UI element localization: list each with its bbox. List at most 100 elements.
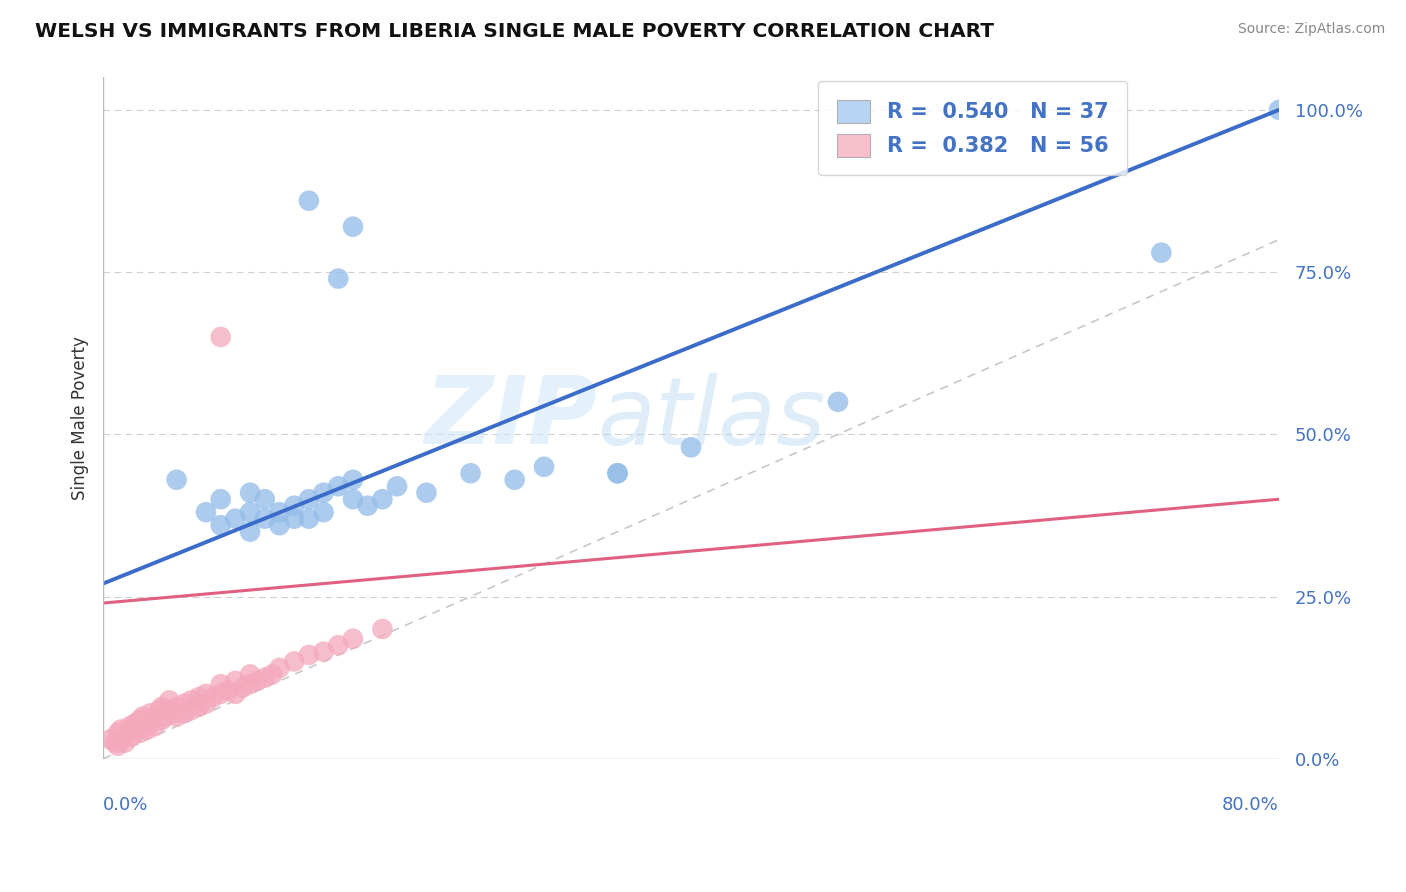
- Legend: R =  0.540   N = 37, R =  0.382   N = 56: R = 0.540 N = 37, R = 0.382 N = 56: [818, 81, 1128, 176]
- Point: [209, 492, 232, 507]
- Point: [107, 726, 129, 740]
- Point: [180, 693, 202, 707]
- Point: [195, 505, 218, 519]
- Point: [606, 467, 628, 481]
- Point: [157, 703, 180, 717]
- Text: 80.0%: 80.0%: [1222, 797, 1279, 814]
- Point: [239, 667, 262, 681]
- Point: [153, 709, 176, 723]
- Point: [187, 690, 209, 705]
- Point: [166, 709, 188, 723]
- Point: [342, 632, 364, 646]
- Point: [121, 729, 143, 743]
- Point: [239, 677, 262, 691]
- Point: [110, 723, 132, 737]
- Y-axis label: Single Male Poverty: Single Male Poverty: [72, 336, 89, 500]
- Point: [209, 687, 232, 701]
- Point: [246, 673, 269, 688]
- Point: [114, 729, 136, 743]
- Point: [195, 697, 218, 711]
- Point: [107, 739, 129, 753]
- Point: [312, 485, 335, 500]
- Point: [166, 699, 188, 714]
- Point: [132, 709, 155, 723]
- Point: [283, 655, 305, 669]
- Point: [121, 723, 143, 737]
- Point: [312, 645, 335, 659]
- Point: [312, 505, 335, 519]
- Point: [118, 719, 141, 733]
- Point: [128, 713, 150, 727]
- Point: [209, 330, 232, 344]
- Point: [224, 673, 246, 688]
- Point: [283, 499, 305, 513]
- Point: [328, 479, 350, 493]
- Point: [371, 492, 394, 507]
- Point: [385, 479, 408, 493]
- Point: [827, 395, 849, 409]
- Point: [269, 661, 291, 675]
- Point: [128, 726, 150, 740]
- Point: [209, 518, 232, 533]
- Point: [150, 713, 173, 727]
- Point: [298, 511, 321, 525]
- Point: [195, 687, 218, 701]
- Point: [239, 485, 262, 500]
- Point: [202, 690, 225, 705]
- Point: [342, 219, 364, 234]
- Point: [111, 732, 134, 747]
- Point: [173, 697, 195, 711]
- Point: [606, 467, 628, 481]
- Point: [298, 648, 321, 662]
- Point: [187, 699, 209, 714]
- Point: [173, 706, 195, 721]
- Point: [269, 518, 291, 533]
- Point: [150, 699, 173, 714]
- Point: [180, 703, 202, 717]
- Text: atlas: atlas: [598, 373, 825, 464]
- Point: [209, 677, 232, 691]
- Point: [253, 511, 276, 525]
- Point: [533, 459, 555, 474]
- Point: [298, 194, 321, 208]
- Point: [371, 622, 394, 636]
- Point: [298, 492, 321, 507]
- Point: [224, 687, 246, 701]
- Point: [143, 719, 166, 733]
- Point: [163, 706, 186, 721]
- Point: [143, 709, 166, 723]
- Point: [460, 467, 482, 481]
- Text: Source: ZipAtlas.com: Source: ZipAtlas.com: [1237, 22, 1385, 37]
- Text: ZIP: ZIP: [425, 372, 598, 464]
- Point: [139, 706, 162, 721]
- Point: [148, 703, 170, 717]
- Point: [253, 492, 276, 507]
- Point: [328, 638, 350, 652]
- Point: [1268, 103, 1291, 117]
- Point: [283, 511, 305, 525]
- Point: [136, 716, 159, 731]
- Point: [232, 681, 254, 695]
- Point: [224, 511, 246, 525]
- Point: [217, 683, 239, 698]
- Point: [239, 505, 262, 519]
- Point: [1150, 245, 1173, 260]
- Point: [114, 735, 136, 749]
- Text: WELSH VS IMMIGRANTS FROM LIBERIA SINGLE MALE POVERTY CORRELATION CHART: WELSH VS IMMIGRANTS FROM LIBERIA SINGLE …: [35, 22, 994, 41]
- Point: [136, 723, 159, 737]
- Point: [239, 524, 262, 539]
- Point: [104, 735, 127, 749]
- Point: [357, 499, 380, 513]
- Point: [100, 732, 122, 747]
- Point: [262, 667, 284, 681]
- Point: [253, 671, 276, 685]
- Point: [415, 485, 437, 500]
- Text: 0.0%: 0.0%: [103, 797, 149, 814]
- Point: [166, 473, 188, 487]
- Point: [342, 473, 364, 487]
- Point: [503, 473, 526, 487]
- Point: [328, 271, 350, 285]
- Point: [157, 693, 180, 707]
- Point: [342, 492, 364, 507]
- Point: [679, 440, 702, 454]
